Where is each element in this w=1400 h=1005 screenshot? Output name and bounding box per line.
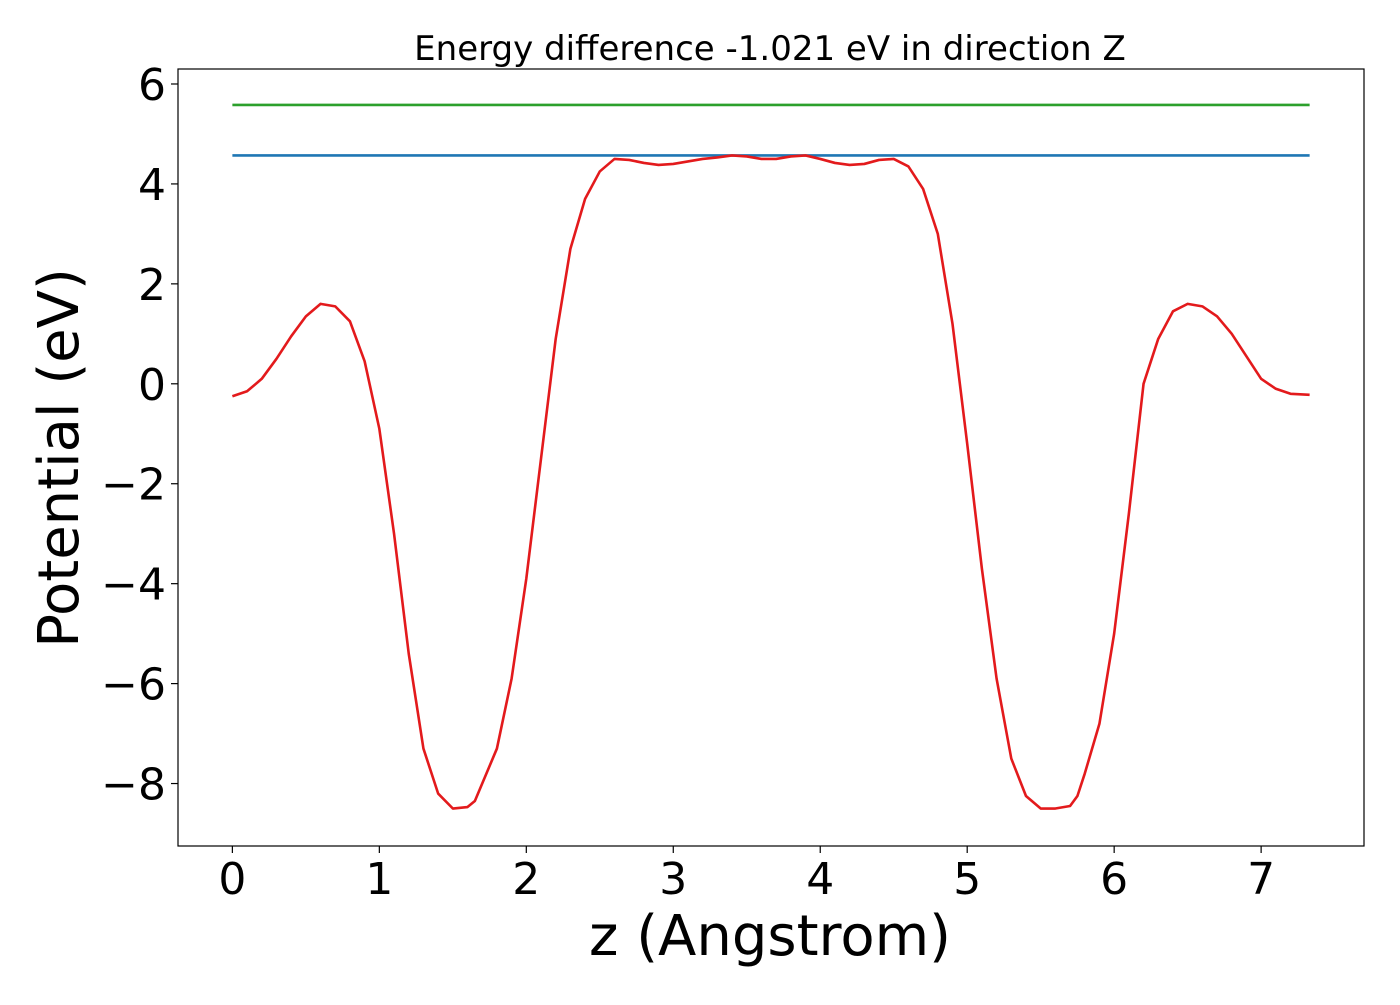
x-tick-label: 2 [512, 854, 540, 905]
chart-title: Energy difference -1.021 eV in direction… [414, 29, 1126, 69]
x-tick-label: 7 [1247, 854, 1275, 905]
plot-area [231, 103, 1310, 810]
y-tick-label: 4 [138, 160, 166, 211]
y-tick-label: −4 [101, 560, 166, 611]
y-tick-label: −6 [101, 660, 166, 711]
y-tick-label: 2 [138, 260, 166, 311]
plot-frame [177, 68, 1365, 847]
x-tick-label: 0 [218, 854, 246, 905]
x-tick-label: 1 [365, 854, 393, 905]
x-axis-label: z (Angstrom) [589, 904, 951, 969]
x-tick-label: 4 [806, 854, 834, 905]
x-tick-label: 3 [659, 854, 687, 905]
series-line-2 [231, 154, 1310, 810]
y-axis-ticks: −8 −6 −4 −2 0 2 4 6 [101, 60, 178, 811]
y-tick-label: 0 [138, 360, 166, 411]
y-axis-label: Potential (eV) [27, 268, 92, 648]
x-axis-ticks: 0 1 2 3 4 5 6 7 [218, 846, 1275, 905]
y-tick-label: −8 [101, 760, 166, 811]
x-tick-label: 5 [953, 854, 981, 905]
x-tick-label: 6 [1100, 854, 1128, 905]
y-tick-label: 6 [138, 60, 166, 111]
y-tick-label: −2 [101, 460, 166, 511]
